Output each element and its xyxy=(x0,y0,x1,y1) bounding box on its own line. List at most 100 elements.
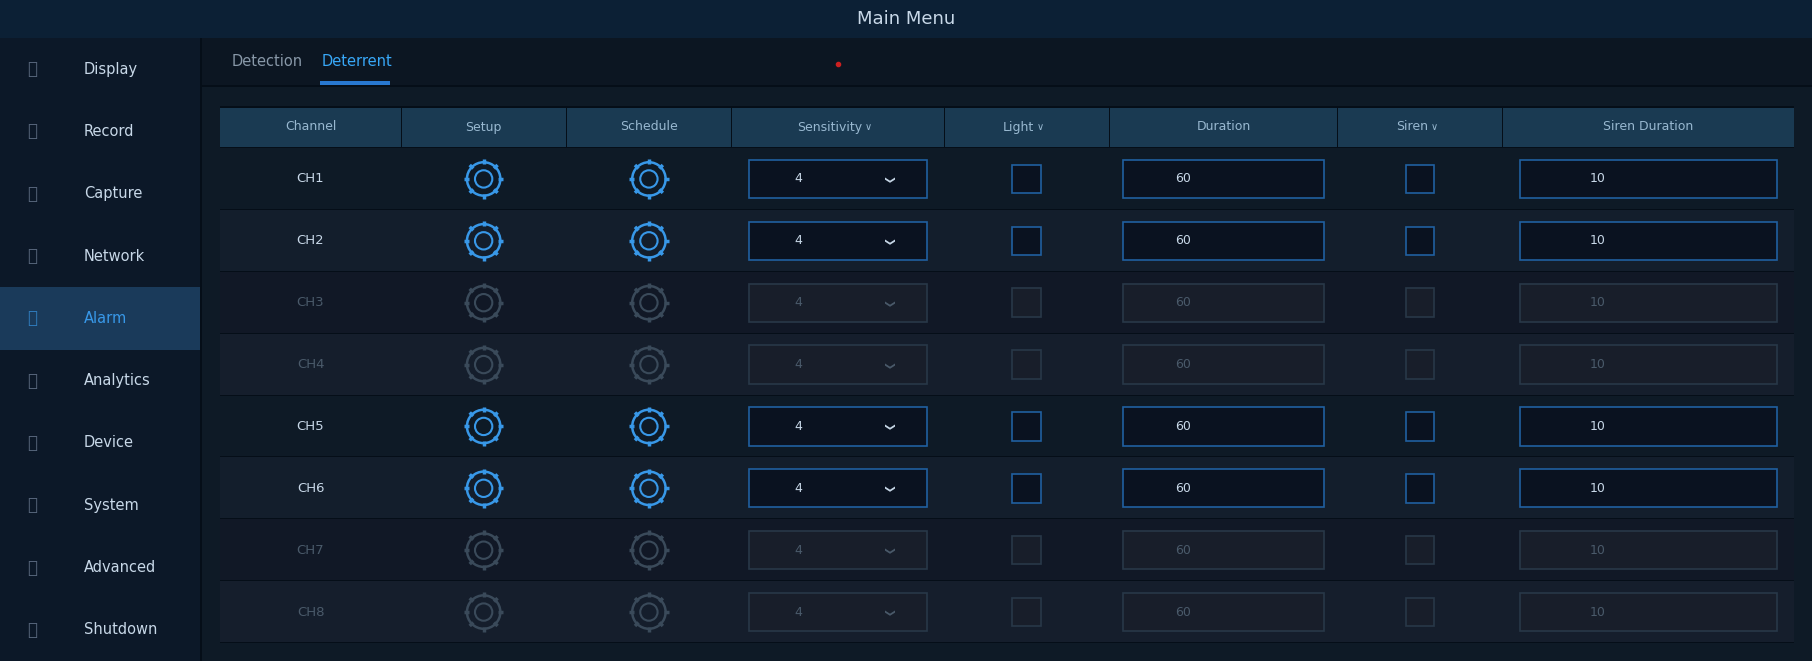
Bar xyxy=(219,106,1794,108)
Text: 10: 10 xyxy=(1589,296,1605,309)
Bar xyxy=(219,210,1794,272)
Bar xyxy=(1013,474,1040,502)
Bar xyxy=(219,520,1794,581)
Bar xyxy=(321,81,390,85)
Text: 60: 60 xyxy=(1176,296,1190,309)
Bar xyxy=(1013,412,1040,441)
Text: 10: 10 xyxy=(1589,173,1605,186)
Bar xyxy=(1013,165,1040,193)
Bar xyxy=(748,593,928,631)
Bar xyxy=(1123,531,1325,569)
Text: ⬛: ⬛ xyxy=(27,371,36,389)
Text: Record: Record xyxy=(83,124,134,139)
Text: CH4: CH4 xyxy=(297,358,324,371)
Text: ⬛: ⬛ xyxy=(27,185,36,203)
Bar xyxy=(1520,469,1776,508)
Text: ∨: ∨ xyxy=(1036,122,1044,132)
Text: Analytics: Analytics xyxy=(83,373,150,388)
Bar xyxy=(201,38,1812,86)
Bar xyxy=(0,287,199,350)
Bar xyxy=(1406,536,1435,564)
Text: 4: 4 xyxy=(795,420,803,433)
Bar xyxy=(1123,284,1325,322)
Text: 4: 4 xyxy=(795,173,803,186)
Bar xyxy=(1406,288,1435,317)
Text: ❯: ❯ xyxy=(882,299,893,308)
Bar xyxy=(219,209,1794,210)
Text: ❯: ❯ xyxy=(882,485,893,493)
Bar xyxy=(1520,284,1776,322)
Text: CH5: CH5 xyxy=(297,420,324,433)
Text: Capture: Capture xyxy=(83,186,143,201)
Bar xyxy=(219,271,1794,272)
Text: 4: 4 xyxy=(795,544,803,557)
Bar xyxy=(219,518,1794,520)
Bar xyxy=(748,531,928,569)
Text: Detection: Detection xyxy=(232,54,303,69)
Bar xyxy=(219,642,1794,643)
Text: Deterrent: Deterrent xyxy=(323,54,393,69)
Bar xyxy=(748,407,928,446)
Bar xyxy=(1123,346,1325,384)
Text: 10: 10 xyxy=(1589,482,1605,495)
Bar xyxy=(1123,407,1325,446)
Text: ❯: ❯ xyxy=(882,176,893,184)
Bar xyxy=(1406,350,1435,379)
Bar xyxy=(1123,593,1325,631)
Text: Alarm: Alarm xyxy=(83,311,127,326)
Text: ∨: ∨ xyxy=(864,122,872,132)
Text: Device: Device xyxy=(83,436,134,450)
Text: Shutdown: Shutdown xyxy=(83,623,158,637)
Bar xyxy=(748,221,928,260)
Bar xyxy=(1520,407,1776,446)
Bar xyxy=(0,38,199,661)
Bar xyxy=(748,160,928,198)
Bar xyxy=(1520,160,1776,198)
Text: Advanced: Advanced xyxy=(83,560,156,575)
Bar xyxy=(1123,160,1325,198)
Bar xyxy=(1406,474,1435,502)
Text: CH3: CH3 xyxy=(297,296,324,309)
Bar xyxy=(1013,288,1040,317)
Bar xyxy=(1013,350,1040,379)
Text: 4: 4 xyxy=(795,605,803,619)
Bar xyxy=(201,38,1812,661)
Bar xyxy=(1520,593,1776,631)
Text: ⬛: ⬛ xyxy=(27,434,36,452)
Text: CH8: CH8 xyxy=(297,605,324,619)
Text: ⬛: ⬛ xyxy=(27,247,36,265)
Text: ❯: ❯ xyxy=(882,424,893,432)
Text: ⬛: ⬛ xyxy=(27,496,36,514)
Text: ⬛: ⬛ xyxy=(27,60,36,78)
Text: ❯: ❯ xyxy=(882,362,893,369)
Text: ❯: ❯ xyxy=(882,238,893,246)
Text: CH6: CH6 xyxy=(297,482,324,495)
Bar xyxy=(219,106,1794,108)
Bar xyxy=(219,106,1794,148)
Bar xyxy=(219,147,1794,148)
Text: ❯: ❯ xyxy=(882,547,893,555)
Bar xyxy=(748,469,928,508)
Text: 60: 60 xyxy=(1176,358,1190,371)
Text: 10: 10 xyxy=(1589,234,1605,247)
Bar xyxy=(219,272,1794,334)
Bar xyxy=(199,38,201,661)
Bar xyxy=(0,0,1812,38)
Text: 10: 10 xyxy=(1589,544,1605,557)
Text: ⬛: ⬛ xyxy=(27,309,36,327)
Bar xyxy=(219,456,1794,457)
Text: Duration: Duration xyxy=(1196,120,1250,134)
Bar xyxy=(219,395,1794,457)
Text: 60: 60 xyxy=(1176,544,1190,557)
Text: ⬛: ⬛ xyxy=(27,621,36,639)
Text: 4: 4 xyxy=(795,358,803,371)
Text: ❯: ❯ xyxy=(882,609,893,617)
Bar xyxy=(1520,531,1776,569)
Bar xyxy=(219,457,1794,520)
Text: 60: 60 xyxy=(1176,234,1190,247)
Text: CH7: CH7 xyxy=(297,544,324,557)
Text: Siren: Siren xyxy=(1397,120,1428,134)
Text: 4: 4 xyxy=(795,482,803,495)
Text: Light: Light xyxy=(1004,120,1035,134)
Text: Display: Display xyxy=(83,61,138,77)
